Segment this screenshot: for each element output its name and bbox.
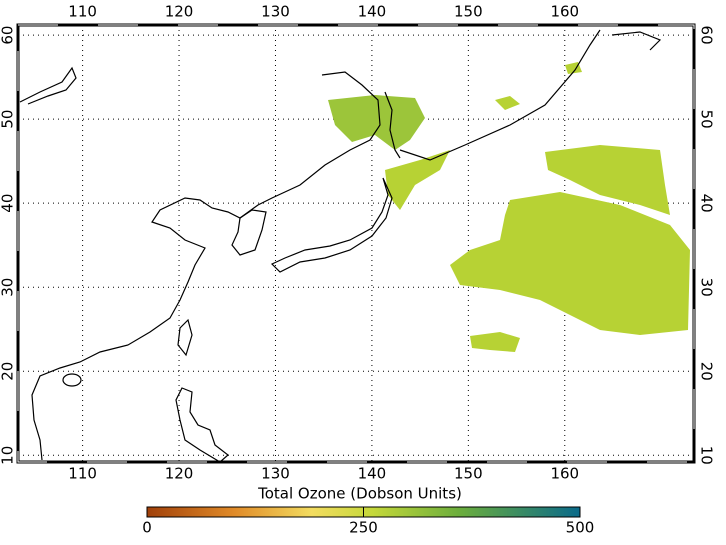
coastline: [231, 209, 267, 256]
coastline: [31, 71, 381, 461]
lon-tick-label: 140: [358, 3, 387, 21]
lon-tick-label: 150: [454, 3, 483, 21]
lat-tick-label: 30: [698, 278, 716, 297]
coastline: [62, 373, 82, 387]
colorbar-title: Total Ozone (Dobson Units): [257, 485, 462, 503]
lon-tick-label: 120: [165, 3, 194, 21]
lon-tick-label: 120: [165, 465, 194, 483]
lon-tick-label: 150: [454, 465, 483, 483]
lon-tick-label: 110: [68, 3, 97, 21]
lat-tick-label: 60: [0, 26, 17, 45]
coastline: [177, 318, 193, 357]
lat-tick-label: 20: [0, 362, 17, 381]
tick-labels: 110 110 120 120 130 130 140 140 150 150 160 160 10 10…: [0, 3, 716, 483]
ozone-patch: [495, 96, 520, 110]
lon-tick-label: 130: [261, 3, 290, 21]
coastline: [399, 29, 601, 161]
lat-tick-label: 40: [0, 194, 17, 213]
colorbar-tick-label: 250: [349, 519, 378, 537]
map-frame-pattern: [17, 24, 695, 463]
lat-tick-label: 10: [0, 446, 17, 465]
coastline: [270, 177, 393, 273]
coastline: [384, 91, 401, 159]
coastline: [19, 66, 77, 105]
coastlines: [19, 29, 662, 462]
lon-tick-label: 160: [550, 465, 579, 483]
lat-tick-label: 50: [0, 110, 17, 129]
lon-tick-label: 110: [68, 465, 97, 483]
lat-tick-label: 10: [698, 446, 716, 465]
map-content: [19, 29, 690, 462]
coastline: [175, 387, 229, 462]
coastline: [611, 31, 662, 51]
lat-tick-label: 40: [698, 194, 716, 213]
ozone-field: [328, 62, 690, 352]
lat-tick-label: 50: [698, 110, 716, 129]
ozone-patch: [450, 192, 690, 335]
colorbar-tick-label: 500: [566, 519, 595, 537]
ozone-patch: [470, 332, 520, 352]
ozone-patch: [545, 145, 670, 215]
colorbar-ticks: 0 250 500: [142, 507, 594, 537]
lon-tick-label: 140: [358, 465, 387, 483]
lon-tick-label: 160: [550, 3, 579, 21]
lon-tick-label: 130: [261, 465, 290, 483]
lat-tick-label: 30: [0, 278, 17, 297]
colorbar-tick-label: 0: [142, 519, 152, 537]
lat-tick-label: 20: [698, 362, 716, 381]
ozone-patch: [385, 150, 450, 210]
ozone-patch: [328, 95, 425, 150]
lat-tick-label: 60: [698, 26, 716, 45]
